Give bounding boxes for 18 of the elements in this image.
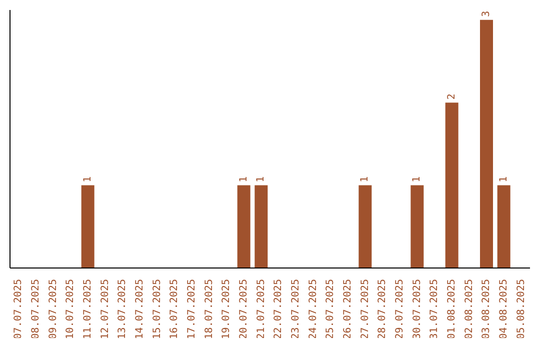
x-tick-label: 12.07.2025	[100, 279, 111, 340]
data-label: 1	[498, 176, 510, 182]
data-label: 1	[360, 176, 371, 182]
x-tick-label: 17.07.2025	[186, 279, 198, 340]
data-label: 1	[82, 176, 94, 182]
data-label: 1	[412, 176, 423, 182]
x-tick-label: 18.07.2025	[204, 279, 215, 340]
x-tick-label: 15.07.2025	[152, 279, 163, 340]
x-tick-label: 19.07.2025	[221, 279, 232, 340]
x-tick-label: 11.07.2025	[82, 279, 94, 340]
data-label: 1	[238, 176, 250, 182]
x-tick-label: 10.07.2025	[65, 279, 76, 340]
data-label: 3	[481, 10, 492, 17]
x-tick-label: 13.07.2025	[117, 279, 128, 340]
data-label: 2	[446, 94, 458, 100]
data-label: 1	[256, 176, 267, 182]
x-tick-label: 16.07.2025	[169, 279, 180, 340]
x-tick-label: 14.07.2025	[134, 279, 146, 340]
